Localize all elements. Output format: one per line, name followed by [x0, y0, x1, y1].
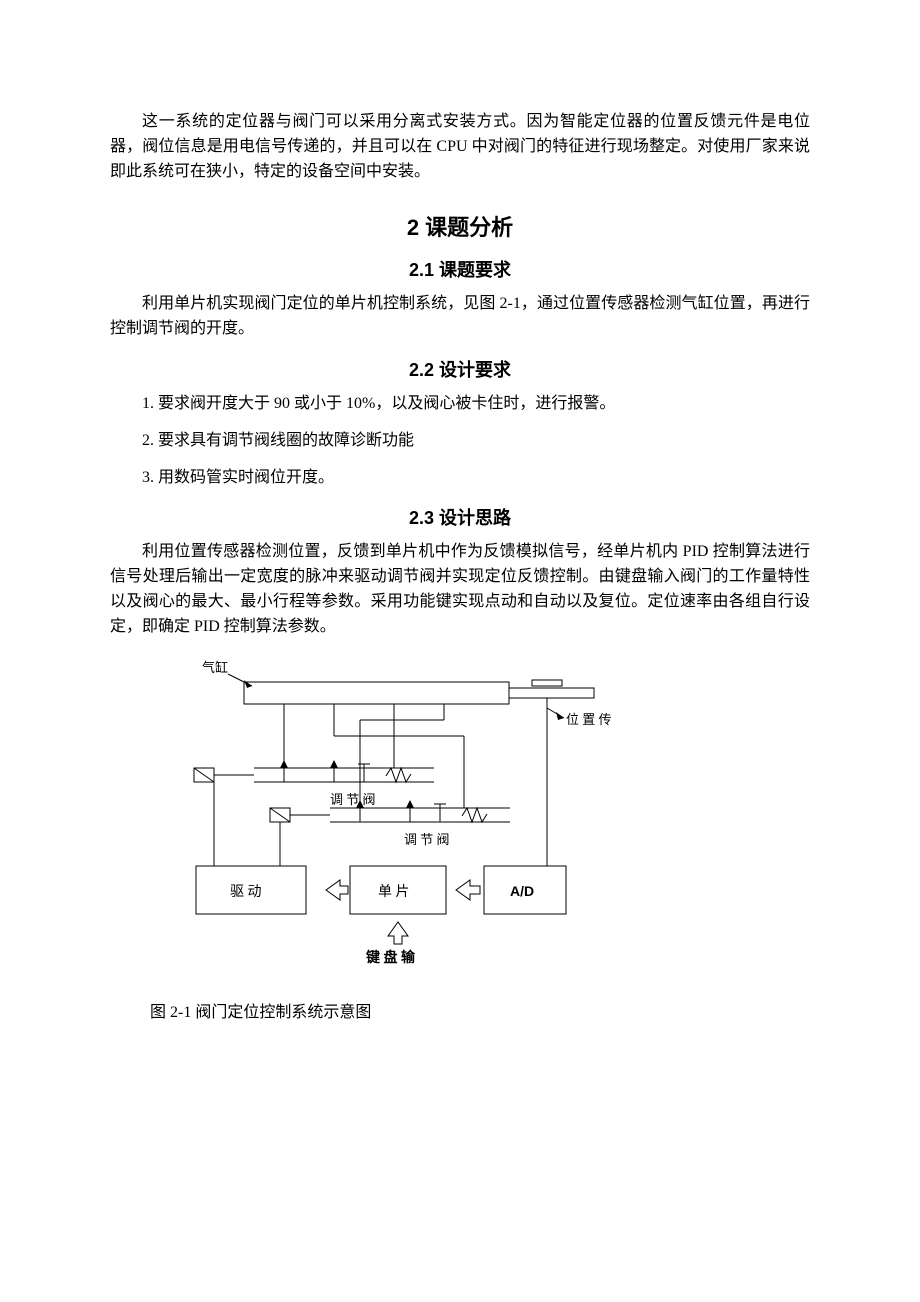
- document-page: 这一系统的定位器与阀门可以采用分离式安装方式。因为智能定位器的位置反馈元件是电位…: [0, 0, 920, 1302]
- section-2-3-title: 2.3 设计思路: [110, 504, 810, 530]
- arrow-ad-to-mcu: [456, 880, 480, 900]
- section-2-2-title: 2.2 设计要求: [110, 356, 810, 382]
- section-2-1-para: 利用单片机实现阀门定位的单片机控制系统，见图 2-1，通过位置传感器检测气缸位置…: [110, 292, 810, 342]
- mcu-box-label: 单 片: [378, 884, 410, 900]
- cylinder-body: [244, 682, 509, 704]
- arrow-mcu-to-drive: [326, 880, 348, 900]
- valve-2-label: 调 节 阀: [404, 832, 450, 847]
- valve-1-label: 调 节 阀: [330, 792, 376, 807]
- valve-1: [194, 760, 434, 782]
- figure-2-1-diagram: 气缸 位 置 传: [134, 650, 810, 970]
- intro-paragraph: 这一系统的定位器与阀门可以采用分离式安装方式。因为智能定位器的位置反馈元件是电位…: [110, 110, 810, 184]
- requirement-3: 3. 用数码管实时阀位开度。: [110, 466, 810, 491]
- piston-rod: [509, 688, 594, 698]
- system-diagram-svg: 气缸 位 置 传: [134, 650, 634, 970]
- arrow-kb-to-mcu: [388, 922, 408, 944]
- drive-box-label: 驱 动: [230, 884, 262, 900]
- ad-box-label: A/D: [510, 883, 534, 899]
- figure-2-1-caption: 图 2-1 阀门定位控制系统示意图: [110, 998, 810, 1022]
- sensor-plate: [532, 680, 562, 686]
- section-2-title: 2 课题分析: [110, 210, 810, 242]
- requirement-1: 1. 要求阀开度大于 90 或小于 10%，以及阀心被卡住时，进行报警。: [110, 392, 810, 417]
- section-2-3-para: 利用位置传感器检测位置，反馈到单片机中作为反馈模拟信号，经单片机内 PID 控制…: [110, 540, 810, 639]
- cylinder-label: 气缸: [202, 660, 228, 675]
- position-sensor-label: 位 置 传: [566, 712, 612, 727]
- keyboard-input-label: 键 盘 输: [365, 949, 416, 966]
- requirement-2: 2. 要求具有调节阀线圈的故障诊断功能: [110, 429, 810, 454]
- section-2-1-title: 2.1 课题要求: [110, 256, 810, 282]
- valve-2: [270, 800, 510, 822]
